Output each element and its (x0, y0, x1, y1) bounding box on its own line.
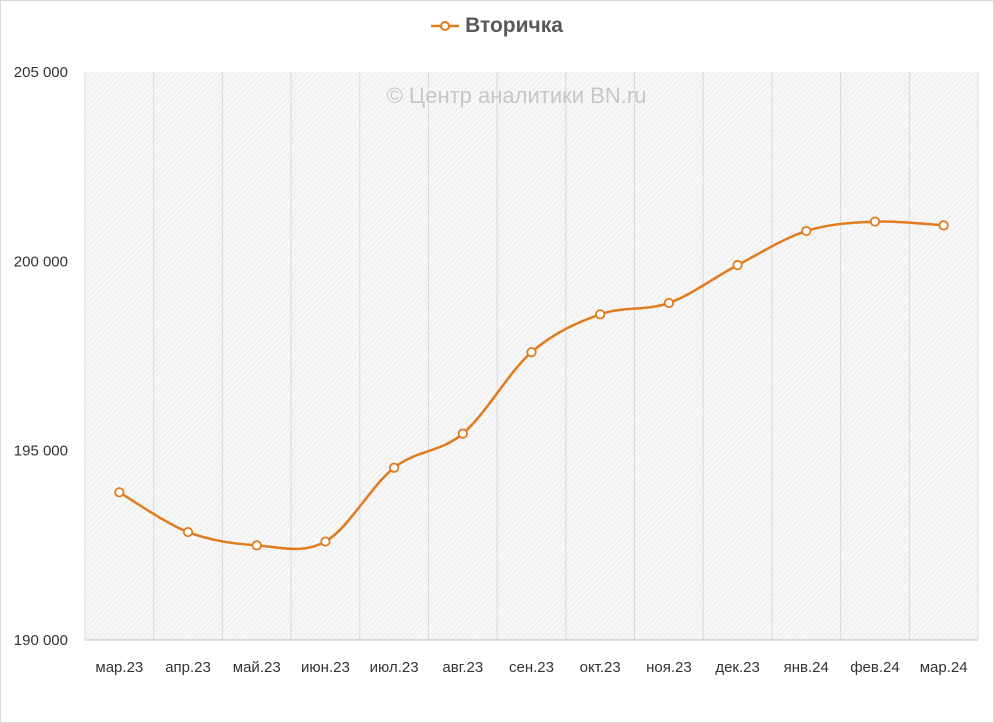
y-tick-label: 205 000 (14, 64, 68, 81)
legend: Вторичка (0, 14, 994, 38)
y-tick-label: 195 000 (14, 443, 68, 460)
y-tick-label: 200 000 (14, 253, 68, 270)
gridlines (84, 72, 979, 641)
legend-swatch (431, 21, 460, 31)
watermark-text: © Центр аналитики BN.ru (387, 83, 647, 108)
data-point (182, 526, 194, 538)
x-tick-label: сен.23 (509, 659, 554, 676)
legend-label: Вторичка (465, 14, 563, 37)
data-point (389, 462, 400, 473)
data-point (251, 540, 262, 551)
series-layer (114, 216, 949, 551)
data-point (938, 220, 949, 231)
data-point (663, 297, 674, 309)
data-point (320, 536, 331, 547)
x-tick-label: янв.24 (784, 659, 829, 676)
data-point (869, 216, 881, 227)
x-axis: мар.23 апр.23 май.23 июн.23 июл.23 авг.23 сен.… (95, 659, 967, 676)
x-tick-label: фев.24 (850, 659, 900, 676)
x-tick-label: окт.23 (580, 659, 621, 676)
y-axis: 190 000 195 000 200 000 205 000 (14, 64, 68, 649)
y-tick-label: 190 000 (14, 632, 68, 649)
x-tick-label: июл.23 (370, 659, 419, 676)
x-tick-label: авг.23 (442, 659, 483, 676)
x-tick-label: мар.23 (95, 659, 143, 676)
data-point (457, 428, 468, 439)
x-tick-label: июн.23 (301, 659, 350, 676)
x-tick-label: дек.23 (715, 659, 760, 676)
data-point (801, 225, 812, 237)
x-tick-label: мар.24 (920, 659, 968, 676)
x-tick-label: май.23 (233, 659, 281, 676)
x-tick-label: ноя.23 (646, 659, 692, 676)
data-point (114, 487, 125, 498)
data-point (526, 347, 537, 358)
x-tick-label: апр.23 (165, 659, 211, 676)
data-point (732, 260, 743, 271)
data-point (595, 309, 606, 320)
